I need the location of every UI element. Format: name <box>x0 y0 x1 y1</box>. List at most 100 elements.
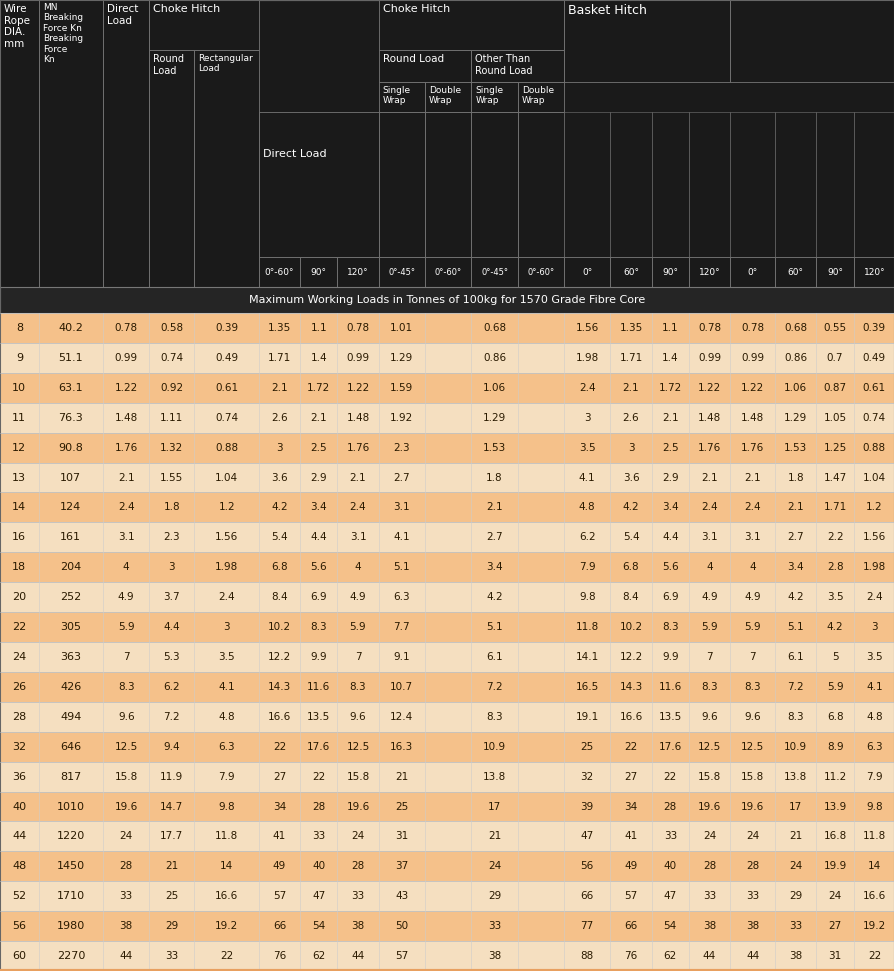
Text: 2.6: 2.6 <box>271 413 288 422</box>
Text: 1.06: 1.06 <box>483 383 505 393</box>
Text: 0.68: 0.68 <box>783 323 806 333</box>
Text: 40: 40 <box>312 861 325 871</box>
Text: 28: 28 <box>351 861 364 871</box>
Text: 7.7: 7.7 <box>393 622 409 632</box>
Text: 0.88: 0.88 <box>862 443 885 452</box>
Bar <box>688 257 730 287</box>
Text: 33: 33 <box>351 891 364 901</box>
Text: 1.56: 1.56 <box>575 323 598 333</box>
Text: 57: 57 <box>624 891 637 901</box>
Text: 24: 24 <box>120 831 132 842</box>
Text: 12: 12 <box>13 443 26 452</box>
Text: 6.3: 6.3 <box>393 592 409 602</box>
Text: 9.6: 9.6 <box>701 712 717 721</box>
Text: 33: 33 <box>312 831 325 842</box>
Text: 3.1: 3.1 <box>744 532 760 543</box>
Text: Round Load: Round Load <box>382 54 443 64</box>
Text: 3.5: 3.5 <box>826 592 842 602</box>
Text: 29: 29 <box>789 891 802 901</box>
Text: 0.99: 0.99 <box>740 352 763 363</box>
Text: Other Than
Round Load: Other Than Round Load <box>475 54 532 76</box>
Text: Single
Wrap: Single Wrap <box>382 86 410 106</box>
Text: 1.2: 1.2 <box>218 502 235 513</box>
Text: 90°: 90° <box>310 267 326 277</box>
Text: 7: 7 <box>748 652 755 662</box>
Text: 13.5: 13.5 <box>658 712 681 721</box>
Text: 33: 33 <box>663 831 676 842</box>
Text: 4.1: 4.1 <box>218 682 235 692</box>
Text: 12.5: 12.5 <box>697 742 721 752</box>
Text: 22: 22 <box>867 951 880 961</box>
Text: 28: 28 <box>746 861 758 871</box>
Text: 4.9: 4.9 <box>744 592 760 602</box>
Text: 9.8: 9.8 <box>218 801 235 812</box>
Text: 1.29: 1.29 <box>390 352 413 363</box>
Text: 1.59: 1.59 <box>390 383 413 393</box>
Text: Choke Hitch: Choke Hitch <box>153 4 221 14</box>
Text: 2.4: 2.4 <box>118 502 134 513</box>
Text: 11.2: 11.2 <box>822 772 846 782</box>
Text: 33: 33 <box>120 891 132 901</box>
Text: 10: 10 <box>13 383 26 393</box>
Text: 2.7: 2.7 <box>485 532 502 543</box>
Text: 22: 22 <box>624 742 637 752</box>
Text: 60°: 60° <box>622 267 638 277</box>
Text: 37: 37 <box>395 861 408 871</box>
Bar <box>0 791 894 821</box>
Text: 3.7: 3.7 <box>164 592 180 602</box>
Text: 44: 44 <box>13 831 27 842</box>
Text: 0.61: 0.61 <box>215 383 238 393</box>
Text: 1.4: 1.4 <box>662 352 678 363</box>
Text: 1.25: 1.25 <box>822 443 846 452</box>
Bar <box>0 702 894 732</box>
Text: 3.6: 3.6 <box>622 473 638 483</box>
Text: 6.3: 6.3 <box>865 742 881 752</box>
Text: Direct Load: Direct Load <box>263 149 326 159</box>
Text: 38: 38 <box>702 921 715 931</box>
Bar <box>425 112 471 257</box>
Bar <box>0 732 894 761</box>
Text: 0.49: 0.49 <box>215 352 238 363</box>
Bar <box>471 257 517 287</box>
Text: 33: 33 <box>789 921 802 931</box>
Text: 4.2: 4.2 <box>622 502 638 513</box>
Bar <box>0 0 894 287</box>
Text: 1.22: 1.22 <box>740 383 763 393</box>
Bar <box>0 761 894 791</box>
Text: 22: 22 <box>220 951 233 961</box>
Text: 0°-60°: 0°-60° <box>434 267 461 277</box>
Text: 9.8: 9.8 <box>865 801 881 812</box>
Text: 6.9: 6.9 <box>310 592 326 602</box>
Text: 0.92: 0.92 <box>160 383 183 393</box>
Text: 3.1: 3.1 <box>393 502 409 513</box>
Text: 5.9: 5.9 <box>701 622 717 632</box>
Text: 4.1: 4.1 <box>578 473 595 483</box>
Text: 1.53: 1.53 <box>783 443 806 452</box>
Bar <box>378 50 471 82</box>
Text: 0.7: 0.7 <box>826 352 842 363</box>
Text: 57: 57 <box>395 951 408 961</box>
Bar <box>299 257 337 287</box>
Text: 49: 49 <box>624 861 637 871</box>
Text: 9.9: 9.9 <box>310 652 326 662</box>
Text: 7.2: 7.2 <box>164 712 180 721</box>
Text: 4.2: 4.2 <box>271 502 288 513</box>
Text: 56: 56 <box>580 861 594 871</box>
Bar <box>0 403 894 433</box>
Text: 47: 47 <box>312 891 325 901</box>
Bar <box>378 112 425 257</box>
Text: 3: 3 <box>583 413 590 422</box>
Text: 24: 24 <box>487 861 501 871</box>
Text: 60: 60 <box>13 951 26 961</box>
Text: 19.6: 19.6 <box>697 801 721 812</box>
Bar <box>563 257 610 287</box>
Text: 0°: 0° <box>581 267 592 277</box>
Text: 31: 31 <box>828 951 840 961</box>
Bar <box>0 672 894 702</box>
Text: 19.6: 19.6 <box>740 801 763 812</box>
Text: 3.4: 3.4 <box>485 562 502 572</box>
Text: 44: 44 <box>120 951 132 961</box>
Text: 13.9: 13.9 <box>822 801 846 812</box>
Text: 120°: 120° <box>698 267 720 277</box>
Text: 4.8: 4.8 <box>578 502 595 513</box>
